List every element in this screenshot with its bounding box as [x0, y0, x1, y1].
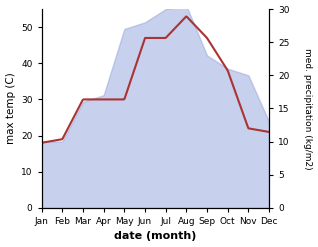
Y-axis label: med. precipitation (kg/m2): med. precipitation (kg/m2): [303, 48, 313, 169]
Y-axis label: max temp (C): max temp (C): [5, 73, 16, 144]
X-axis label: date (month): date (month): [114, 231, 197, 242]
